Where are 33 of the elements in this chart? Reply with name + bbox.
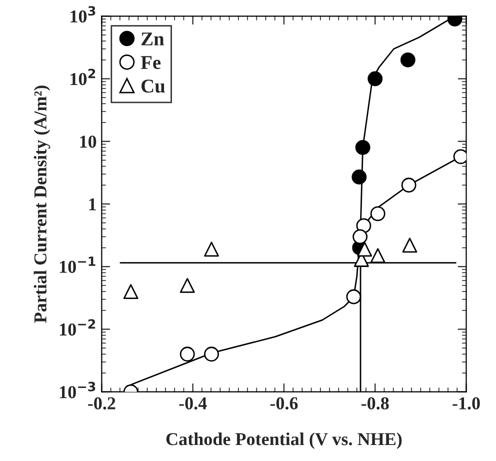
point [355, 140, 370, 155]
x-tick-label: -0.4 [179, 397, 207, 410]
legend-label: Zn [142, 32, 164, 46]
point [123, 284, 138, 299]
point [352, 170, 367, 184]
point [180, 278, 195, 293]
x-tick-label: -0.8 [361, 397, 389, 410]
legend-label: Cu [142, 80, 165, 93]
point [370, 206, 386, 222]
point [401, 178, 416, 193]
x-tick-label: -0.6 [270, 397, 298, 410]
point [180, 346, 195, 362]
y-tick-label: 10 [80, 136, 96, 148]
point [204, 346, 219, 362]
point [370, 248, 386, 264]
y-axis-title: Partial Current Density (A/m²) [34, 86, 50, 323]
point [402, 238, 418, 253]
y-tick-label: 1 [89, 198, 96, 210]
point [368, 71, 383, 86]
y-tick-label: 10$^{−3}$ [60, 382, 96, 398]
x-axis-title: Cathode Potential (V vs. NHE) [166, 432, 402, 449]
point [357, 242, 372, 257]
point [204, 242, 219, 257]
x-tick-label: -0.2 [88, 397, 116, 410]
y-tick-label: 10$^{2}$ [70, 68, 96, 86]
point [346, 289, 362, 304]
y-tick-label: 10$^{−1}$ [60, 256, 96, 273]
y-tick-label: 10$^{3}$ [70, 6, 96, 23]
point [352, 229, 368, 244]
point [400, 52, 416, 68]
x-tick-label: -1.0 [452, 397, 480, 410]
y-tick-label: 10$^{−2}$ [60, 319, 96, 336]
legend-label: Fe [140, 56, 161, 70]
